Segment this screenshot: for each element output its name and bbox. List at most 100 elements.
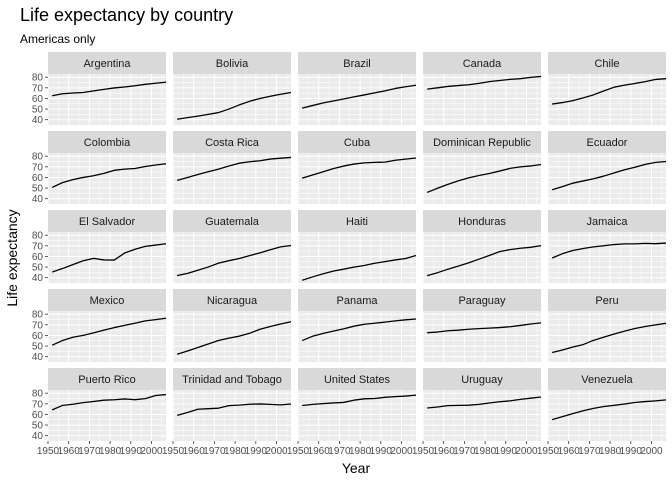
y-tick-label: 50 bbox=[32, 105, 44, 116]
series-line bbox=[551, 399, 667, 421]
facet-strip bbox=[423, 131, 541, 153]
x-tick-label: 1980 bbox=[474, 446, 497, 457]
facet-label: Uruguay bbox=[461, 374, 503, 386]
x-tick-label: 1990 bbox=[620, 446, 643, 457]
series-line bbox=[301, 254, 417, 281]
facet-strip bbox=[298, 210, 416, 232]
y-tick-label: 60 bbox=[32, 331, 44, 342]
x-tick-label: 1970 bbox=[203, 446, 226, 457]
series-line bbox=[551, 160, 667, 191]
facet-label: Cuba bbox=[344, 137, 371, 149]
x-axis-title: Year bbox=[342, 460, 371, 476]
x-tick-label: 2000 bbox=[140, 446, 163, 457]
y-tick-label: 40 bbox=[32, 273, 44, 284]
panel-background bbox=[173, 390, 291, 441]
facet-label: Colombia bbox=[84, 137, 131, 149]
facet-strip bbox=[298, 131, 416, 153]
facet-strip bbox=[423, 210, 541, 232]
facet-panel: Peru bbox=[547, 289, 667, 362]
facet-panel: Chile bbox=[547, 52, 667, 125]
x-tick-label: 1970 bbox=[453, 446, 476, 457]
x-tick-label: 2000 bbox=[390, 446, 413, 457]
panel-background bbox=[298, 153, 416, 204]
facet-panel: Dominican Republic bbox=[422, 131, 542, 204]
panel-background bbox=[423, 74, 541, 125]
facet-label: El Salvador bbox=[79, 216, 136, 228]
series-line bbox=[427, 75, 542, 90]
facet-label: Dominican Republic bbox=[433, 137, 531, 149]
x-tick-label: 1960 bbox=[558, 446, 581, 457]
facet-strip bbox=[548, 368, 666, 390]
x-tick-label: 1960 bbox=[308, 446, 331, 457]
x-tick-label: 1970 bbox=[78, 446, 101, 457]
y-tick-label: 40 bbox=[32, 352, 44, 363]
facet-panel: Brazil bbox=[297, 52, 417, 125]
panel-background bbox=[298, 311, 416, 362]
facet-label: Canada bbox=[463, 58, 502, 70]
y-tick-label: 80 bbox=[32, 73, 44, 84]
x-tick-label: 1970 bbox=[328, 446, 351, 457]
facet-strip bbox=[48, 210, 166, 232]
panel-background bbox=[548, 153, 666, 204]
series-line bbox=[176, 403, 292, 417]
facet-label: Ecuador bbox=[587, 137, 628, 149]
facet-strip bbox=[48, 289, 166, 311]
y-tick-label: 40 bbox=[32, 115, 44, 126]
facet-strip bbox=[548, 210, 666, 232]
facet-label: Venezuela bbox=[581, 374, 633, 386]
series-line bbox=[552, 78, 667, 105]
x-tick-label: 1980 bbox=[99, 446, 122, 457]
facet-label: Paraguay bbox=[458, 295, 506, 307]
series-line bbox=[177, 91, 292, 120]
facet-strip bbox=[423, 52, 541, 74]
y-tick-label: 60 bbox=[32, 252, 44, 263]
panel-background bbox=[173, 153, 291, 204]
panel-background bbox=[48, 232, 166, 283]
y-tick-label: 80 bbox=[32, 389, 44, 400]
y-tick-label: 70 bbox=[32, 320, 44, 331]
facet-panel: Nicaragua bbox=[172, 289, 292, 362]
series-line bbox=[426, 163, 542, 194]
facet-strip bbox=[173, 289, 291, 311]
y-axis-title: Life expectancy bbox=[4, 209, 20, 306]
y-tick-label: 60 bbox=[32, 410, 44, 421]
facet-panel: Bolivia bbox=[172, 52, 292, 125]
panel-background bbox=[48, 153, 166, 204]
facet-label: Trinidad and Tobago bbox=[182, 374, 282, 386]
y-tick-label: 50 bbox=[32, 342, 44, 353]
panel-background bbox=[548, 232, 666, 283]
y-tick-label: 80 bbox=[32, 310, 44, 321]
y-tick-label: 60 bbox=[32, 94, 44, 105]
facet-panel: Panama bbox=[297, 289, 417, 362]
x-tick-label: 1990 bbox=[245, 446, 268, 457]
panel-background bbox=[423, 153, 541, 204]
series-line bbox=[51, 317, 167, 346]
series-line bbox=[176, 321, 292, 355]
panel-background bbox=[423, 311, 541, 362]
facet-label: Guatemala bbox=[205, 216, 260, 228]
x-tick-label: 1960 bbox=[183, 446, 206, 457]
y-tick-label: 40 bbox=[32, 431, 44, 442]
series-line bbox=[51, 243, 167, 273]
x-tick-label: 2000 bbox=[265, 446, 288, 457]
x-tick-label: 1990 bbox=[120, 446, 143, 457]
facet-strip bbox=[298, 52, 416, 74]
facet-strip bbox=[548, 52, 666, 74]
y-tick-label: 40 bbox=[32, 194, 44, 205]
panel-background bbox=[48, 311, 166, 362]
series-line bbox=[176, 156, 292, 182]
series-line bbox=[301, 84, 417, 109]
facet-strip bbox=[173, 52, 291, 74]
x-tick-label: 1950 bbox=[287, 446, 310, 457]
panel-background bbox=[173, 311, 291, 362]
facet-label: Brazil bbox=[343, 58, 371, 70]
facet-label: Panama bbox=[337, 295, 379, 307]
series-line bbox=[427, 322, 542, 334]
